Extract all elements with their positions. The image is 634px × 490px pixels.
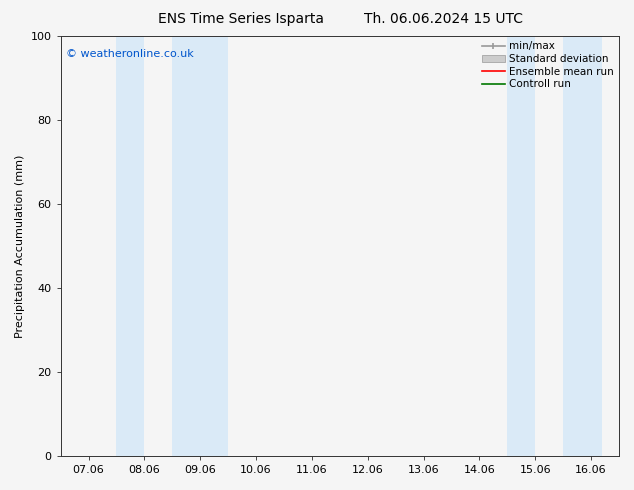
Text: Th. 06.06.2024 15 UTC: Th. 06.06.2024 15 UTC bbox=[365, 12, 523, 26]
Text: ENS Time Series Isparta: ENS Time Series Isparta bbox=[158, 12, 324, 26]
Bar bbox=[591, 36, 602, 456]
Bar bbox=[117, 36, 145, 456]
Legend: min/max, Standard deviation, Ensemble mean run, Controll run: min/max, Standard deviation, Ensemble me… bbox=[479, 38, 617, 92]
Text: © weatheronline.co.uk: © weatheronline.co.uk bbox=[66, 49, 194, 59]
Bar bbox=[172, 36, 228, 456]
Bar bbox=[507, 36, 535, 456]
Bar bbox=[563, 36, 591, 456]
Y-axis label: Precipitation Accumulation (mm): Precipitation Accumulation (mm) bbox=[15, 154, 25, 338]
